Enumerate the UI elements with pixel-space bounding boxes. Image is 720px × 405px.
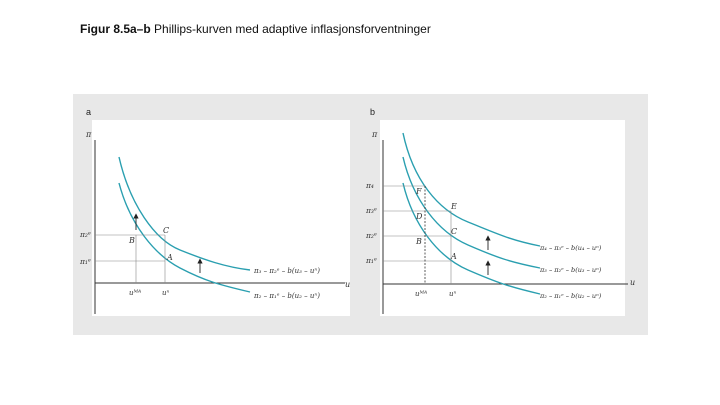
panel-b-y-tick-pi3e: π₃ᵉ (365, 206, 377, 215)
panel-b-point-e: E (450, 202, 457, 211)
panel-a-x-axis-label: u (345, 280, 350, 289)
panel-a-point-b: B (128, 236, 135, 245)
panel-b-y-tick-pi4: π₄ (365, 181, 374, 190)
panel-b: π u π₄ π₃ᵉ π₂ᵉ π₁ᵉ uᴹᴬ uⁿ F E D C B A π₄… (365, 130, 635, 314)
panel-a-y-tick-pi2e: π₂ᵉ (79, 230, 91, 239)
panel-b-point-a: A (450, 252, 457, 261)
panel-a-curve-lower (118, 182, 251, 293)
panel-b-y-axis-label: π (371, 130, 378, 139)
panel-b-curve-bottom-label: π₂ – π₁ᵉ – b(u₂ – uⁿ) (539, 292, 602, 300)
figure-caption: Phillips-kurven med adaptive inflasjonsf… (154, 22, 431, 36)
panel-a: π u π₂ᵉ π₁ᵉ uᴹᴬ uⁿ C B A π₃ – π₂ᵉ – b(u₃… (79, 130, 350, 314)
panel-a-y-axis-label: π (85, 130, 92, 139)
panel-a-x-tick-un: uⁿ (162, 289, 170, 297)
panel-a-y-tick-pi1e: π₁ᵉ (79, 257, 91, 266)
panel-b-letter: b (370, 107, 375, 117)
panel-a-curve-lower-label: π₂ – π₁ᵉ – b(u₂ – uⁿ) (253, 292, 320, 300)
panel-b-curve-middle (402, 156, 541, 269)
panel-a-plot-area (92, 120, 350, 316)
panel-b-point-f: F (415, 187, 422, 196)
panel-a-curve-upper (118, 156, 251, 271)
panel-a-letter: a (86, 107, 91, 117)
panel-a-curve-upper-label: π₃ – π₂ᵉ – b(u₃ – uⁿ) (253, 267, 320, 275)
panel-a-point-c: C (163, 226, 169, 235)
panel-b-point-b: B (415, 237, 422, 246)
panel-b-y-tick-pi1e: π₁ᵉ (365, 256, 377, 265)
panel-b-curve-middle-label: π₃ – π₂ᵉ – b(u₃ – uⁿ) (539, 266, 602, 274)
panel-b-curve-top (402, 132, 541, 247)
panel-b-curve-top-label: π₄ – π₃ᵉ – b(u₄ – uⁿ) (539, 244, 602, 252)
figure-title: Figur 8.5a–b Phillips-kurven med adaptiv… (80, 22, 431, 36)
panel-b-y-tick-pi2e: π₂ᵉ (365, 231, 377, 240)
panel-b-point-d: D (415, 212, 423, 221)
panel-a-x-tick-uma: uᴹᴬ (129, 289, 141, 297)
figure-number: Figur 8.5a–b (80, 22, 151, 36)
panel-b-x-axis-label: u (630, 278, 635, 287)
panel-b-x-tick-un: uⁿ (449, 290, 457, 298)
panel-b-curve-bottom (402, 182, 541, 295)
panel-b-x-tick-uma: uᴹᴬ (415, 290, 427, 298)
panel-b-point-c: C (451, 227, 457, 236)
panel-a-point-a: A (166, 253, 173, 262)
